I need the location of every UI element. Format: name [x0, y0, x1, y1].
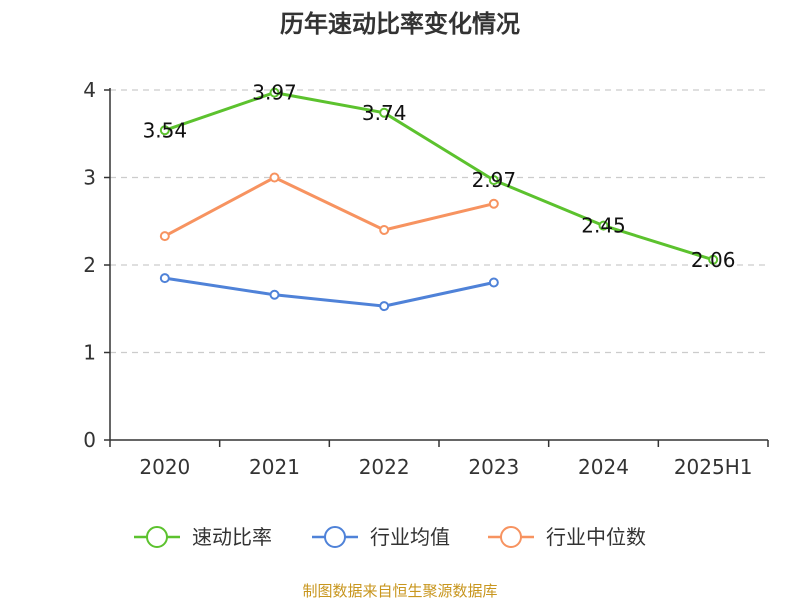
data-label: 3.54 — [143, 118, 188, 142]
legend[interactable]: 速动比率 行业均值 行业中位数 — [134, 525, 646, 549]
data-point[interactable] — [488, 175, 499, 186]
y-tick-label: 0 — [83, 428, 96, 452]
x-tick-label: 2022 — [359, 455, 410, 479]
legend-item[interactable]: 速动比率 — [134, 525, 272, 549]
data-label: 3.97 — [252, 81, 297, 105]
series-line — [164, 91, 714, 262]
data-point[interactable] — [488, 198, 499, 209]
x-tick-label: 2025H1 — [674, 455, 753, 479]
x-tick-label: 2024 — [578, 455, 629, 479]
data-point[interactable] — [159, 231, 170, 242]
series-line — [164, 176, 495, 238]
legend-marker — [146, 526, 168, 548]
y-tick-label: 1 — [83, 341, 96, 365]
data-point[interactable] — [159, 273, 170, 284]
data-point[interactable] — [379, 107, 390, 118]
data-label: 2.06 — [691, 248, 736, 272]
data-point[interactable] — [269, 87, 280, 98]
data-point[interactable] — [269, 172, 280, 183]
y-tick-label: 2 — [83, 253, 96, 277]
data-point[interactable] — [708, 254, 719, 265]
data-label: 2.45 — [581, 214, 626, 238]
data-label: 2.97 — [472, 168, 517, 192]
axes: 0 1 2 3 4 2020 2021 2022 2023 2024 2025H1 — [83, 78, 769, 479]
data-point[interactable] — [488, 277, 499, 288]
gridlines — [110, 89, 768, 354]
x-tick-label: 2021 — [249, 455, 300, 479]
data-point[interactable] — [269, 289, 280, 300]
legend-label: 速动比率 — [192, 525, 272, 549]
series-line — [164, 276, 495, 308]
legend-label: 行业均值 — [370, 525, 450, 549]
legend-label: 行业中位数 — [546, 525, 646, 549]
source-note: 制图数据来自恒生聚源数据库 — [302, 582, 497, 600]
legend-item[interactable]: 行业均值 — [312, 525, 450, 549]
chart-title: 历年速动比率变化情况 — [280, 10, 520, 38]
y-tick-label: 4 — [83, 78, 96, 102]
legend-marker — [324, 526, 346, 548]
legend-marker — [500, 526, 522, 548]
data-label: 3.74 — [362, 101, 407, 125]
x-tick-label: 2020 — [139, 455, 190, 479]
series — [159, 87, 719, 312]
data-point[interactable] — [159, 125, 170, 136]
y-tick-label: 3 — [83, 166, 96, 190]
x-tick-label: 2023 — [468, 455, 519, 479]
data-labels: 3.54 3.97 3.74 2.97 2.45 2.06 — [143, 81, 736, 272]
data-point[interactable] — [379, 301, 390, 312]
legend-item[interactable]: 行业中位数 — [488, 525, 646, 549]
data-point[interactable] — [379, 225, 390, 235]
data-point[interactable] — [598, 220, 609, 231]
